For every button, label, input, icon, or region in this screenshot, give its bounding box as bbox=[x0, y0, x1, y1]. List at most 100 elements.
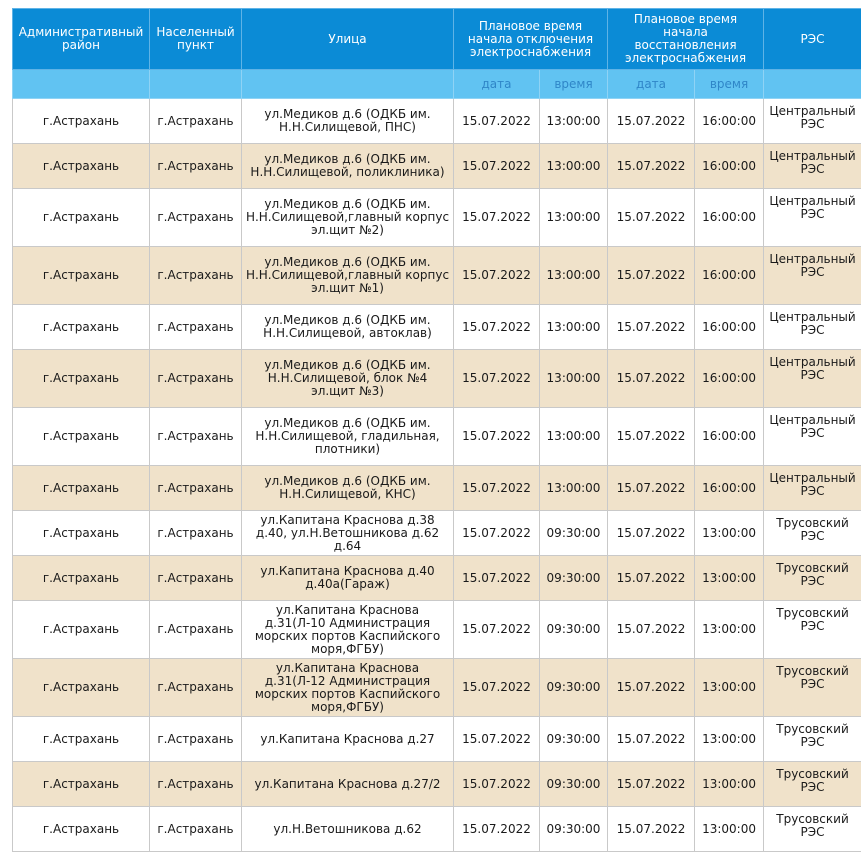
locality-cell: г.Астрахань bbox=[150, 144, 242, 189]
header-district: Административный район bbox=[13, 9, 150, 70]
locality-cell: г.Астрахань bbox=[150, 305, 242, 350]
header-street: Улица bbox=[242, 9, 454, 70]
district-cell: г.Астрахань bbox=[13, 807, 150, 852]
off-date-cell: 15.07.2022 bbox=[454, 305, 540, 350]
locality-cell: г.Астрахань bbox=[150, 189, 242, 247]
street-cell: ул.Медиков д.6 (ОДКБ им. Н.Н.Силищевой,г… bbox=[242, 189, 454, 247]
off-time-cell: 13:00:00 bbox=[540, 144, 608, 189]
street-cell: ул.Медиков д.6 (ОДКБ им. Н.Н.Силищевой,г… bbox=[242, 247, 454, 305]
res-cell: Центральный РЭС bbox=[764, 247, 861, 305]
off-date-cell: 15.07.2022 bbox=[454, 99, 540, 144]
locality-cell: г.Астрахань bbox=[150, 511, 242, 556]
off-time-cell: 09:30:00 bbox=[540, 659, 608, 717]
res-cell: Центральный РЭС bbox=[764, 305, 861, 350]
header-row: Административный район Населенный пункт … bbox=[13, 9, 861, 70]
res-cell: Трусовский РЭС bbox=[764, 556, 861, 601]
on-time-cell: 13:00:00 bbox=[695, 601, 764, 659]
on-time-cell: 13:00:00 bbox=[695, 511, 764, 556]
street-cell: ул.Медиков д.6 (ОДКБ им. Н.Н.Силищевой, … bbox=[242, 408, 454, 466]
on-time-cell: 13:00:00 bbox=[695, 762, 764, 807]
on-date-cell: 15.07.2022 bbox=[608, 601, 695, 659]
on-date-cell: 15.07.2022 bbox=[608, 247, 695, 305]
street-cell: ул.Медиков д.6 (ОДКБ им. Н.Н.Силищевой, … bbox=[242, 99, 454, 144]
locality-cell: г.Астрахань bbox=[150, 99, 242, 144]
on-time-cell: 16:00:00 bbox=[695, 305, 764, 350]
on-date-cell: 15.07.2022 bbox=[608, 144, 695, 189]
off-time-cell: 13:00:00 bbox=[540, 305, 608, 350]
street-cell: ул.Капитана Краснова д.38 д.40, ул.Н.Вет… bbox=[242, 511, 454, 556]
on-time-cell: 13:00:00 bbox=[695, 659, 764, 717]
subheader-on-date: дата bbox=[608, 70, 695, 99]
off-time-cell: 09:30:00 bbox=[540, 717, 608, 762]
off-time-cell: 13:00:00 bbox=[540, 466, 608, 511]
off-date-cell: 15.07.2022 bbox=[454, 556, 540, 601]
on-time-cell: 16:00:00 bbox=[695, 189, 764, 247]
on-date-cell: 15.07.2022 bbox=[608, 511, 695, 556]
on-date-cell: 15.07.2022 bbox=[608, 189, 695, 247]
res-cell: Центральный РЭС bbox=[764, 99, 861, 144]
off-time-cell: 09:30:00 bbox=[540, 601, 608, 659]
on-date-cell: 15.07.2022 bbox=[608, 762, 695, 807]
locality-cell: г.Астрахань bbox=[150, 350, 242, 408]
subheader-row: дата время дата время bbox=[13, 70, 861, 99]
subheader-on-time: время bbox=[695, 70, 764, 99]
res-cell: Центральный РЭС bbox=[764, 466, 861, 511]
on-date-cell: 15.07.2022 bbox=[608, 556, 695, 601]
off-date-cell: 15.07.2022 bbox=[454, 659, 540, 717]
subheader-off-time: время bbox=[540, 70, 608, 99]
on-date-cell: 15.07.2022 bbox=[608, 305, 695, 350]
district-cell: г.Астрахань bbox=[13, 717, 150, 762]
res-cell: Центральный РЭС bbox=[764, 350, 861, 408]
district-cell: г.Астрахань bbox=[13, 408, 150, 466]
locality-cell: г.Астрахань bbox=[150, 659, 242, 717]
off-date-cell: 15.07.2022 bbox=[454, 466, 540, 511]
on-date-cell: 15.07.2022 bbox=[608, 807, 695, 852]
off-time-cell: 09:30:00 bbox=[540, 511, 608, 556]
off-date-cell: 15.07.2022 bbox=[454, 408, 540, 466]
on-date-cell: 15.07.2022 bbox=[608, 659, 695, 717]
on-date-cell: 15.07.2022 bbox=[608, 99, 695, 144]
district-cell: г.Астрахань bbox=[13, 99, 150, 144]
locality-cell: г.Астрахань bbox=[150, 247, 242, 305]
on-time-cell: 16:00:00 bbox=[695, 350, 764, 408]
locality-cell: г.Астрахань bbox=[150, 717, 242, 762]
off-date-cell: 15.07.2022 bbox=[454, 601, 540, 659]
off-date-cell: 15.07.2022 bbox=[454, 247, 540, 305]
street-cell: ул.Медиков д.6 (ОДКБ им. Н.Н.Силищевой, … bbox=[242, 305, 454, 350]
street-cell: ул.Медиков д.6 (ОДКБ им. Н.Н.Силищевой, … bbox=[242, 350, 454, 408]
on-time-cell: 13:00:00 bbox=[695, 807, 764, 852]
street-cell: ул.Медиков д.6 (ОДКБ им. Н.Н.Силищевой, … bbox=[242, 144, 454, 189]
district-cell: г.Астрахань bbox=[13, 466, 150, 511]
header-restore-time: Плановое время начала восстановления эле… bbox=[608, 9, 764, 70]
subheader-off-date: дата bbox=[454, 70, 540, 99]
off-time-cell: 09:30:00 bbox=[540, 807, 608, 852]
street-cell: ул.Капитана Краснова д.40 д.40а(Гараж) bbox=[242, 556, 454, 601]
district-cell: г.Астрахань bbox=[13, 305, 150, 350]
street-cell: ул.Медиков д.6 (ОДКБ им. Н.Н.Силищевой, … bbox=[242, 466, 454, 511]
district-cell: г.Астрахань bbox=[13, 659, 150, 717]
res-cell: Центральный РЭС bbox=[764, 144, 861, 189]
off-date-cell: 15.07.2022 bbox=[454, 807, 540, 852]
subheader-empty bbox=[764, 70, 861, 99]
off-time-cell: 09:30:00 bbox=[540, 762, 608, 807]
off-time-cell: 13:00:00 bbox=[540, 189, 608, 247]
on-time-cell: 16:00:00 bbox=[695, 247, 764, 305]
off-date-cell: 15.07.2022 bbox=[454, 717, 540, 762]
locality-cell: г.Астрахань bbox=[150, 556, 242, 601]
on-time-cell: 16:00:00 bbox=[695, 466, 764, 511]
off-date-cell: 15.07.2022 bbox=[454, 511, 540, 556]
res-cell: Трусовский РЭС bbox=[764, 717, 861, 762]
res-cell: Трусовский РЭС bbox=[764, 601, 861, 659]
header-locality: Населенный пункт bbox=[150, 9, 242, 70]
on-time-cell: 16:00:00 bbox=[695, 144, 764, 189]
